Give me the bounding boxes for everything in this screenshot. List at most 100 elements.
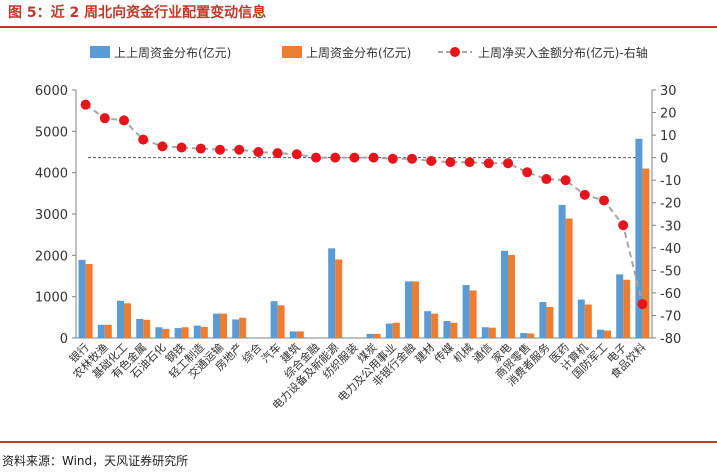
y-right-tick-label: -20 bbox=[660, 197, 681, 212]
bar-prev-week bbox=[174, 328, 182, 338]
y-right-tick-label: 20 bbox=[660, 107, 677, 122]
net-buy-point bbox=[426, 156, 437, 167]
category-label: 建材 bbox=[412, 340, 437, 365]
net-buy-point bbox=[541, 174, 552, 185]
y-left-tick-label: 0 bbox=[60, 332, 68, 347]
y-left-tick-label: 4000 bbox=[35, 167, 68, 182]
category-label: 机械 bbox=[450, 340, 475, 365]
y-left-tick-label: 3000 bbox=[35, 208, 68, 223]
top-rule bbox=[0, 26, 717, 28]
bar-prev-week bbox=[520, 333, 528, 338]
net-buy-point bbox=[637, 299, 648, 310]
net-buy-point bbox=[579, 189, 590, 200]
bar-prev-week bbox=[366, 333, 374, 338]
net-buy-point bbox=[503, 158, 513, 169]
net-buy-point bbox=[80, 99, 91, 110]
bar-prev-week bbox=[558, 204, 566, 338]
y-right-tick-label: -50 bbox=[660, 264, 681, 279]
bar-prev-week bbox=[443, 321, 451, 338]
net-buy-point bbox=[195, 143, 206, 154]
net-buy-point bbox=[618, 220, 629, 231]
bar-prev-week bbox=[270, 301, 278, 338]
bar-prev-week bbox=[97, 324, 105, 338]
bar-last-week bbox=[277, 305, 285, 338]
chart: 上上周资金分布(亿元) 上周资金分布(亿元) 上周净买入金额分布(亿元)-右轴 … bbox=[35, 45, 681, 412]
net-buy-point bbox=[138, 134, 149, 145]
bar-prev-week bbox=[136, 318, 144, 338]
bar-last-week bbox=[392, 322, 400, 338]
bar-last-week bbox=[104, 324, 112, 338]
net-buy-point bbox=[291, 149, 302, 160]
bar-last-week bbox=[124, 303, 131, 338]
bar-last-week bbox=[623, 279, 631, 338]
y-right-tick-label: 10 bbox=[660, 129, 677, 144]
bar-prev-week bbox=[597, 329, 604, 338]
net-buy-point bbox=[253, 147, 264, 157]
net-buy-point bbox=[119, 115, 129, 126]
bar-last-week bbox=[450, 322, 458, 338]
source-note: 资料来源：Wind，天风证券研究所 bbox=[2, 454, 189, 468]
bar-prev-week bbox=[193, 325, 201, 338]
legend-label-prev-week: 上上周资金分布(亿元) bbox=[114, 45, 231, 60]
bar-last-week bbox=[488, 327, 496, 338]
bar-prev-week bbox=[577, 299, 585, 338]
bar-last-week bbox=[239, 317, 247, 338]
bar-last-week bbox=[604, 330, 611, 338]
net-buy-point bbox=[234, 144, 245, 155]
bar-last-week bbox=[546, 307, 554, 338]
net-buy-point bbox=[311, 152, 321, 163]
bar-prev-week bbox=[501, 250, 508, 338]
legend-label-net-buy: 上周净买入金额分布(亿元)-右轴 bbox=[478, 45, 648, 60]
bar-prev-week bbox=[539, 302, 547, 338]
bar-last-week bbox=[527, 333, 535, 338]
bar-prev-week bbox=[78, 259, 86, 338]
y-right-tick-label: -30 bbox=[660, 219, 681, 234]
figure-title: 图 5：近 2 周北向资金行业配置变动信息 bbox=[8, 5, 267, 21]
net-buy-point bbox=[407, 153, 417, 164]
net-buy-point bbox=[272, 148, 283, 159]
bar-last-week bbox=[162, 328, 170, 338]
y-right-tick-label: 0 bbox=[660, 152, 668, 167]
y-right-tick-label: -40 bbox=[660, 242, 681, 257]
bar-last-week bbox=[296, 331, 304, 338]
y-left-tick-label: 2000 bbox=[35, 249, 68, 264]
bar-prev-week bbox=[424, 311, 432, 338]
legend-label-last-week: 上周资金分布(亿元) bbox=[306, 45, 411, 60]
y-right-tick-label: -80 bbox=[660, 332, 681, 347]
bar-prev-week bbox=[481, 327, 489, 338]
net-buy-point bbox=[445, 157, 456, 168]
net-buy-point bbox=[99, 113, 110, 124]
net-buy-point bbox=[157, 141, 168, 152]
bar-last-week bbox=[181, 327, 189, 338]
bar-last-week bbox=[412, 281, 419, 338]
legend-swatch-last-week bbox=[282, 46, 302, 58]
bar-prev-week bbox=[616, 274, 624, 338]
bar-prev-week bbox=[213, 313, 220, 338]
category-label: 综合 bbox=[239, 340, 264, 365]
bar-prev-week bbox=[462, 285, 470, 338]
bar-last-week bbox=[431, 313, 439, 338]
bar-prev-week bbox=[385, 323, 393, 338]
legend-marker-net-buy bbox=[450, 47, 460, 57]
y-left-tick-label: 6000 bbox=[35, 84, 68, 99]
net-buy-point bbox=[464, 157, 475, 168]
bar-last-week bbox=[508, 254, 515, 338]
bar-last-week bbox=[642, 168, 650, 338]
y-right-tick-label: 30 bbox=[660, 84, 677, 99]
category-label: 汽车 bbox=[258, 340, 283, 365]
bar-prev-week bbox=[289, 331, 297, 338]
bar-last-week bbox=[143, 319, 151, 338]
bar-last-week bbox=[584, 304, 592, 338]
net-buy-point bbox=[522, 167, 533, 178]
bar-prev-week bbox=[117, 300, 124, 338]
net-buy-point bbox=[330, 152, 341, 163]
bar-prev-week bbox=[155, 327, 163, 338]
y-right-tick-label: -10 bbox=[660, 174, 681, 189]
bar-last-week bbox=[469, 290, 477, 338]
y-left-tick-label: 5000 bbox=[35, 125, 68, 140]
legend-swatch-prev-week bbox=[90, 46, 110, 58]
bottom-rule bbox=[0, 441, 717, 443]
bar-last-week bbox=[335, 259, 343, 338]
net-buy-point bbox=[599, 195, 609, 206]
net-buy-point bbox=[349, 152, 360, 163]
